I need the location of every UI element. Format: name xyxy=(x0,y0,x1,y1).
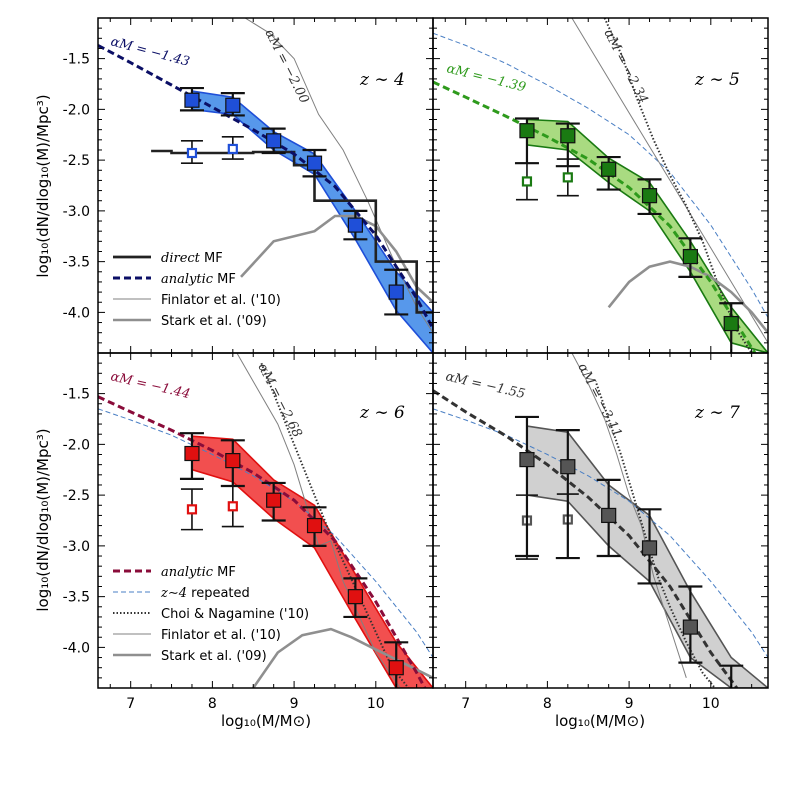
legend-label-finlator: Finlator et al. ('10) xyxy=(161,628,281,643)
legend-label-analytic: analytic MF xyxy=(161,565,236,580)
data-point xyxy=(225,453,241,469)
x-tick-label: 9 xyxy=(290,696,299,712)
confidence-band xyxy=(526,425,768,688)
y-tick-label: -4.0 xyxy=(63,305,90,321)
data-point xyxy=(682,248,698,265)
legend-label-finlator: Finlator et al. ('10) xyxy=(161,293,281,308)
x-tick-label: 8 xyxy=(543,696,552,712)
legend-label-direct: direct MF xyxy=(161,251,223,266)
x-tick-label: 10 xyxy=(367,696,385,712)
alpha-label-z6: αM = −1.44 xyxy=(109,369,191,402)
open-data-point xyxy=(186,504,198,515)
legend-z6: analytic MF z∼4 repeated Choi & Nagamine (… xyxy=(113,565,309,664)
z4-repeated-curve xyxy=(433,32,768,318)
y-tick-label: -2.5 xyxy=(63,153,90,169)
data-point xyxy=(306,517,323,534)
legend-label-stark: Stark et al. ('09) xyxy=(161,649,267,664)
y-tick-label: -3.0 xyxy=(63,204,90,220)
open-data-point xyxy=(227,501,238,512)
data-point xyxy=(184,92,200,108)
finlator-curve xyxy=(571,18,768,344)
stark-curve xyxy=(607,260,768,334)
data-point xyxy=(724,689,738,703)
alpha-curve-label-z5: αM = −2.34 xyxy=(600,27,650,106)
analytic-mf-curve xyxy=(98,395,427,688)
title-z4: z ∼ 4 xyxy=(359,70,405,90)
y-tick-label: -3.5 xyxy=(63,590,90,606)
legend-label-choi: Choi & Nagamine ('10) xyxy=(161,607,309,622)
data-point xyxy=(641,188,658,204)
panel-z6 xyxy=(98,353,433,688)
data-point xyxy=(225,97,241,113)
y-tick-label: -3.0 xyxy=(63,539,90,555)
legend-label-repeat: z∼4 repeated xyxy=(160,586,250,601)
y-tick-label: -1.5 xyxy=(63,387,90,403)
finlator-curve xyxy=(571,353,687,678)
x-tick-label: 7 xyxy=(126,696,135,712)
y-tick-label: -2.0 xyxy=(63,437,90,453)
legend-label-analytic: analytic MF xyxy=(161,272,236,287)
stark-curve xyxy=(252,627,433,688)
data-point xyxy=(347,589,363,605)
data-point xyxy=(347,217,363,233)
ylabel-bottom: log₁₀(dN/dlog₁₀(M)/Mpc³) xyxy=(34,428,52,611)
open-data-point xyxy=(521,176,533,187)
data-point xyxy=(388,284,404,300)
alpha-curve-label-z4: αM = −2.00 xyxy=(261,27,311,106)
analytic-mf-curve xyxy=(433,80,757,353)
finlator-curve xyxy=(244,18,433,333)
alpha-label-z5: αM = −1.39 xyxy=(445,61,527,95)
x-tick-label: 8 xyxy=(208,696,217,712)
alpha-label-z7: αM = −1.55 xyxy=(444,369,526,402)
data-point xyxy=(184,445,200,462)
x-tick-label: 10 xyxy=(702,696,720,712)
title-z7: z ∼ 7 xyxy=(694,403,740,423)
open-data-point xyxy=(227,143,238,155)
data-point xyxy=(306,155,323,171)
panel-z7 xyxy=(433,353,768,703)
data-point xyxy=(519,451,535,468)
alpha-curve-label-z7: αM = −3.11 xyxy=(574,361,624,440)
xlabel-right: log₁₀(M/M⊙) xyxy=(555,712,645,730)
data-point xyxy=(560,128,576,144)
alpha-label-z4: αM = −1.43 xyxy=(109,34,191,69)
data-point xyxy=(560,459,576,475)
data-point xyxy=(601,507,617,524)
y-tick-label: -4.0 xyxy=(63,640,90,656)
y-tick-label: -1.5 xyxy=(63,52,90,68)
data-point xyxy=(266,133,282,149)
data-point xyxy=(641,540,658,556)
axes-frame-z7 xyxy=(432,352,769,689)
panel-z5 xyxy=(433,18,768,353)
data-point xyxy=(723,315,739,332)
y-tick-label: -2.0 xyxy=(63,102,90,118)
title-z5: z ∼ 5 xyxy=(694,70,740,90)
legend-z4: direct MF analytic MF Finlator et al. ('10… xyxy=(113,251,281,329)
data-point xyxy=(601,161,617,177)
ylabel-top: log₁₀(dN/dlog₁₀(M)/Mpc³) xyxy=(34,94,52,277)
y-tick-label: -2.5 xyxy=(63,488,90,504)
data-point xyxy=(266,492,282,508)
axes-frames: -1.5 -2.0 -2.5 -3.0 -3.5 -4.0 -1.5 -2.0 -2.5 -3.0… xyxy=(63,17,769,712)
legend-label-stark: Stark et al. ('09) xyxy=(161,314,267,329)
data-point xyxy=(388,660,404,676)
choi-nagamine-curve xyxy=(260,362,410,688)
open-data-point xyxy=(186,147,198,159)
xlabel-left: log₁₀(M/M⊙) xyxy=(221,712,311,730)
y-tick-label: -3.5 xyxy=(63,255,90,271)
x-tick-label: 9 xyxy=(625,696,634,712)
x-tick-label: 7 xyxy=(461,696,470,712)
data-point xyxy=(519,123,535,139)
panel-z4 xyxy=(98,18,433,353)
data-point xyxy=(682,619,698,635)
title-z6: z ∼ 6 xyxy=(359,403,405,423)
open-data-point xyxy=(562,172,573,183)
choi-nagamine-curve xyxy=(603,18,753,353)
choi-nagamine-curve xyxy=(595,383,716,688)
